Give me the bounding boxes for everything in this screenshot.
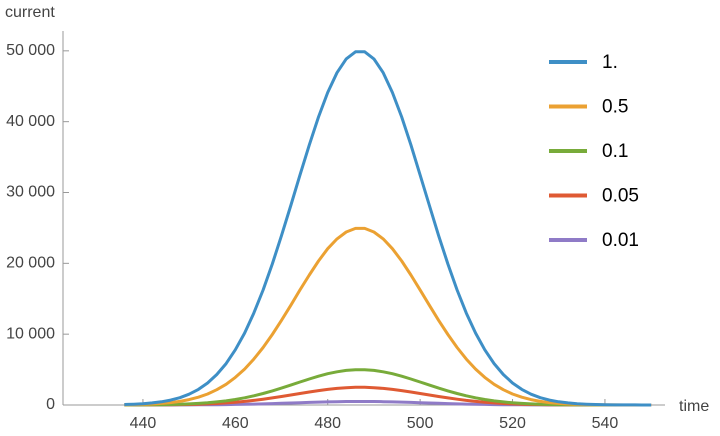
y-tick-label: 30 000 bbox=[6, 184, 55, 201]
y-tick-label: 50 000 bbox=[6, 42, 55, 59]
legend-label: 0.1 bbox=[602, 141, 628, 162]
legend-label: 0.01 bbox=[602, 230, 639, 251]
legend-label: 0.05 bbox=[602, 186, 639, 207]
x-tick-label: 460 bbox=[222, 415, 249, 432]
y-tick-label: 0 bbox=[46, 396, 55, 413]
series-line bbox=[124, 50, 652, 407]
x-tick-label: 480 bbox=[314, 415, 341, 432]
legend-label: 0.5 bbox=[602, 97, 628, 118]
y-tick-label: 40 000 bbox=[6, 113, 55, 130]
y-axis-label: current bbox=[5, 4, 55, 21]
x-tick-label: 520 bbox=[499, 415, 526, 432]
series-line bbox=[124, 226, 652, 407]
legend-label: 1. bbox=[602, 52, 618, 73]
x-tick-label: 540 bbox=[592, 415, 619, 432]
y-tick-label: 20 000 bbox=[6, 255, 55, 272]
x-tick-label: 500 bbox=[407, 415, 434, 432]
x-tick-label: 440 bbox=[130, 415, 157, 432]
x-axis-label: time bbox=[679, 398, 709, 415]
y-tick-label: 10 000 bbox=[6, 325, 55, 342]
